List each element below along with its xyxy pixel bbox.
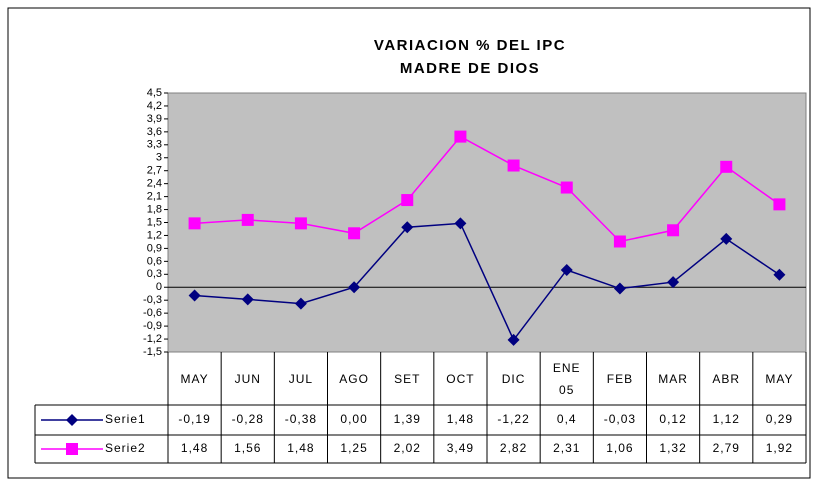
marker — [613, 282, 626, 295]
table-value: 1,32 — [659, 441, 686, 455]
marker — [720, 160, 733, 173]
x-tick-label: JUL — [288, 371, 314, 386]
table-value: -1,22 — [497, 412, 529, 426]
y-tick-label: 0,6 — [147, 255, 162, 267]
y-tick-label: -0,3 — [143, 294, 162, 306]
y-tick-label: 2,7 — [147, 165, 162, 177]
y-tick-label: 1,8 — [147, 203, 162, 215]
chart-subtitle: MADRE DE DIOS — [400, 60, 540, 77]
y-tick-label: 0 — [156, 281, 162, 293]
y-tick-label: -0,6 — [143, 307, 162, 319]
y-tick-label: 2,4 — [147, 178, 162, 190]
plot-area — [167, 92, 807, 353]
marker — [454, 130, 467, 143]
table-value: -0,19 — [178, 412, 210, 426]
y-tick-label: 0,3 — [147, 268, 162, 280]
y-tick-label: 3,9 — [147, 113, 162, 125]
table-value: 1,48 — [287, 441, 314, 455]
table-value: 0,29 — [766, 412, 793, 426]
x-tick-label: DIC — [501, 371, 526, 386]
x-tick-label: AGO — [339, 371, 369, 386]
y-tick-label: 1,2 — [147, 229, 162, 241]
marker — [454, 217, 467, 230]
y-tick-label: 3,3 — [147, 139, 162, 151]
chart-title: VARIACION % DEL IPC — [374, 37, 566, 54]
marker — [66, 443, 78, 455]
x-tick-label: ABR — [712, 371, 741, 386]
table-value: 1,06 — [606, 441, 633, 455]
marker — [294, 217, 307, 230]
x-tick-label: MAY — [765, 371, 794, 386]
x-tick-label: MAR — [658, 371, 688, 386]
legend-label: Serie2 — [105, 441, 146, 455]
table-value: 0,00 — [340, 412, 367, 426]
x-tick-label: ENE 05 — [552, 360, 581, 397]
y-tick-label: 2,1 — [147, 191, 162, 203]
marker — [188, 289, 201, 302]
x-tick-label: OCT — [446, 371, 475, 386]
table-value: -0,28 — [232, 412, 264, 426]
marker — [66, 414, 78, 426]
marker — [720, 232, 733, 245]
series-line — [194, 222, 780, 342]
table-value: 1,92 — [766, 441, 793, 455]
y-tick-label: -1,5 — [143, 346, 162, 358]
table-value: 0,12 — [659, 412, 686, 426]
y-tick-label: -0,9 — [143, 320, 162, 332]
table-value: 2,79 — [713, 441, 740, 455]
marker — [667, 276, 680, 289]
marker — [507, 333, 520, 346]
x-tick-label: JUN — [234, 371, 261, 386]
marker — [348, 227, 361, 240]
marker — [348, 281, 361, 294]
y-tick-label: 0,9 — [147, 242, 162, 254]
marker — [667, 224, 680, 237]
table-value: 1,39 — [394, 412, 421, 426]
table-value: 1,12 — [713, 412, 740, 426]
table-value: -0,38 — [285, 412, 317, 426]
legend-label: Serie1 — [105, 412, 146, 426]
table-value: 2,82 — [500, 441, 527, 455]
table-value: -0,03 — [604, 412, 636, 426]
y-tick-label: 4,2 — [147, 100, 162, 112]
marker — [294, 297, 307, 310]
x-tick-label: SET — [394, 371, 421, 386]
table-value: 2,02 — [394, 441, 421, 455]
marker — [401, 221, 414, 234]
marker — [613, 235, 626, 248]
table-value: 1,25 — [340, 441, 367, 455]
marker — [560, 181, 573, 194]
marker — [560, 263, 573, 276]
y-tick-label: 3 — [156, 152, 162, 164]
table-value: 1,56 — [234, 441, 261, 455]
marker — [773, 268, 786, 281]
table-value: 1,48 — [181, 441, 208, 455]
x-tick-label: MAY — [180, 371, 209, 386]
x-tick-label: FEB — [606, 371, 634, 386]
table-value: 2,31 — [553, 441, 580, 455]
y-tick-label: 1,5 — [147, 216, 162, 228]
table-value: 3,49 — [447, 441, 474, 455]
marker — [773, 198, 786, 211]
marker — [401, 194, 414, 207]
marker — [507, 159, 520, 172]
y-tick-label: 3,6 — [147, 126, 162, 138]
marker — [241, 213, 254, 226]
y-tick-label: 4,5 — [147, 87, 162, 99]
series-line — [194, 135, 780, 243]
table-value: 1,48 — [447, 412, 474, 426]
table-value: 0,4 — [557, 412, 577, 426]
marker — [188, 217, 201, 230]
y-tick-label: -1,2 — [143, 333, 162, 345]
marker — [241, 293, 254, 306]
